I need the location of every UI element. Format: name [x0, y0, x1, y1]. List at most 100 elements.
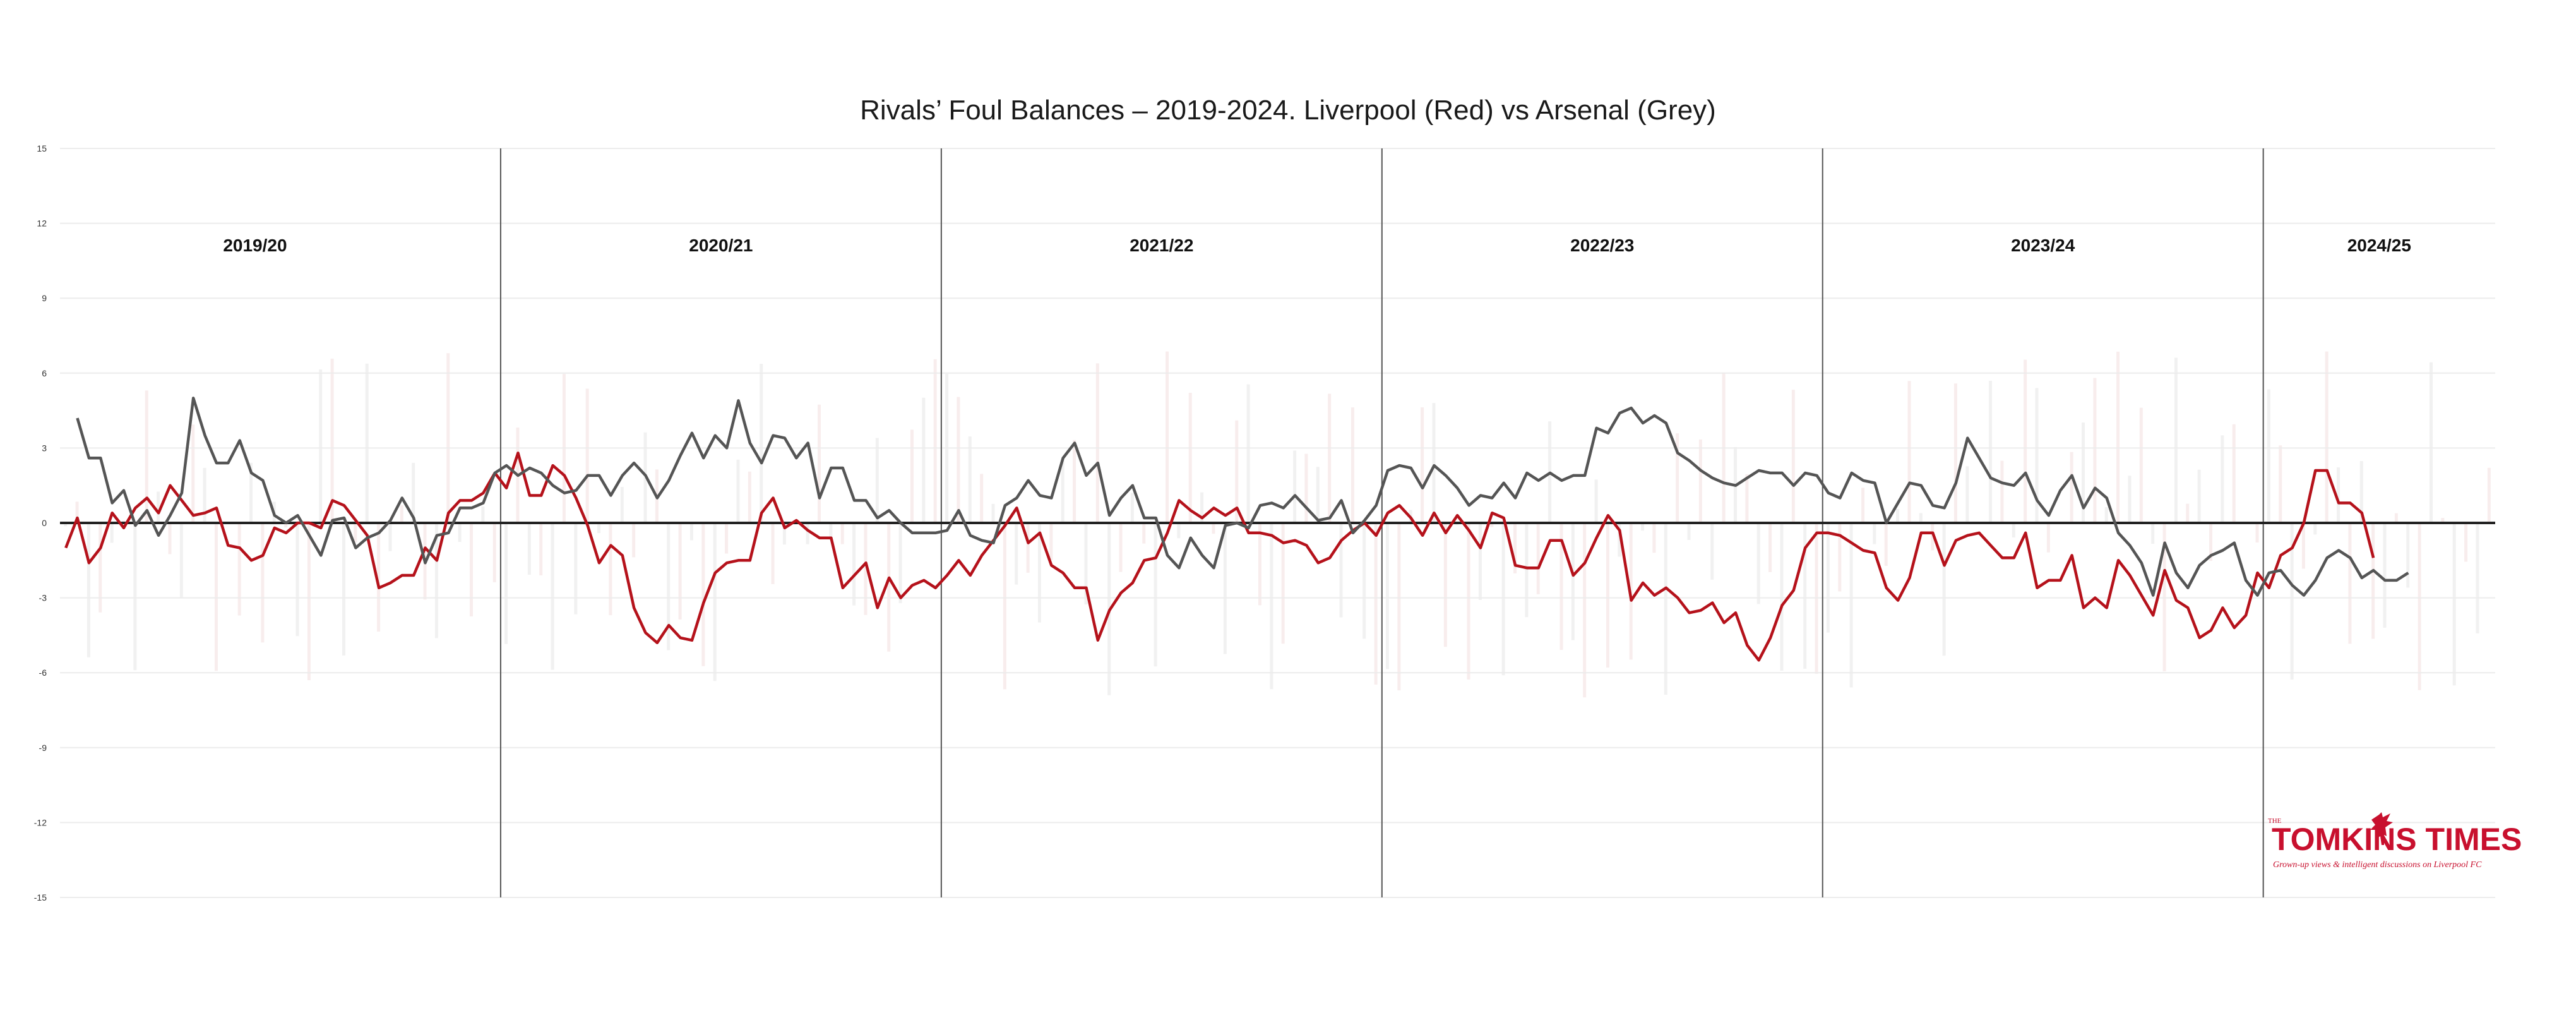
- background-bar: [1316, 467, 1320, 523]
- background-bar: [75, 501, 79, 523]
- logo-title: TOMKINS TIMES: [2272, 822, 2522, 857]
- background-bar: [2197, 469, 2201, 523]
- background-bar: [1061, 458, 1064, 523]
- background-bar: [1154, 523, 1157, 667]
- background-bar: [1931, 523, 1935, 551]
- background-bar: [1618, 523, 1621, 557]
- background-bar: [806, 523, 809, 544]
- background-bar: [319, 369, 323, 523]
- background-bar: [898, 523, 902, 604]
- background-bar: [2186, 503, 2190, 523]
- background-bar: [249, 462, 253, 523]
- background-bar: [1664, 523, 1667, 695]
- background-bar: [689, 523, 693, 541]
- background-bar: [1710, 523, 1714, 580]
- background-bar: [1003, 523, 1006, 690]
- background-bar: [1513, 523, 1517, 573]
- background-bar: [1130, 493, 1134, 523]
- background-bar: [1235, 420, 1239, 523]
- background-bar: [145, 390, 148, 523]
- background-bar: [1525, 523, 1529, 618]
- background-bar: [284, 523, 288, 528]
- background-bar: [1698, 439, 1702, 523]
- background-bar: [1803, 523, 1807, 669]
- background-bar: [1641, 523, 1645, 531]
- background-bar: [168, 523, 172, 554]
- background-bar: [400, 505, 403, 523]
- background-bar: [1026, 523, 1030, 573]
- y-tick-label: 9: [42, 293, 47, 303]
- background-bar: [434, 523, 438, 638]
- background-bar: [2394, 513, 2398, 523]
- y-axis-ticks: 15 12 9 6 3 0 -3 -6 -9 -12 -15: [34, 143, 47, 902]
- season-labels: 2019/20 2020/21 2021/22 2022/23 2023/24 2024/…: [223, 236, 2411, 255]
- background-bars: [64, 351, 2491, 698]
- y-tick-label: 6: [42, 368, 47, 378]
- background-bar: [574, 523, 578, 614]
- background-bar: [1652, 523, 1656, 553]
- series-line-grey: [76, 397, 2409, 597]
- background-bar: [829, 523, 833, 541]
- background-bar: [2151, 523, 2155, 544]
- background-bar: [1953, 383, 1957, 523]
- y-tick-label: 0: [42, 518, 47, 528]
- series-line-red: [64, 452, 2375, 662]
- background-bar: [1049, 523, 1053, 560]
- background-bar: [1768, 523, 1772, 572]
- background-bar: [1015, 523, 1018, 585]
- background-bar: [133, 523, 137, 671]
- background-bar: [504, 523, 508, 644]
- background-bar: [2464, 523, 2468, 562]
- background-bar: [354, 523, 357, 542]
- background-bar: [736, 459, 740, 523]
- season-label: 2021/22: [1130, 236, 1193, 255]
- background-bar: [1293, 450, 1297, 523]
- y-tick-label: -12: [34, 817, 47, 827]
- background-bar: [64, 523, 68, 527]
- background-bar: [2371, 523, 2375, 639]
- background-bar: [1258, 523, 1261, 606]
- season-label: 2019/20: [223, 236, 287, 255]
- logo-the-text: THE: [2268, 817, 2282, 825]
- season-label: 2022/23: [1570, 236, 1634, 255]
- background-bar: [1339, 523, 1343, 618]
- background-bar: [922, 397, 926, 523]
- background-bar: [1212, 523, 1215, 534]
- background-bar: [2429, 362, 2433, 523]
- background-bar: [1374, 523, 1378, 685]
- background-bar: [481, 506, 485, 523]
- background-bar: [1606, 523, 1609, 668]
- background-bar: [551, 523, 554, 670]
- background-bar: [2406, 523, 2410, 588]
- background-bar: [2070, 452, 2073, 523]
- background-bar: [1177, 523, 1181, 539]
- background-bar: [203, 467, 206, 523]
- season-label: 2024/25: [2347, 236, 2411, 255]
- background-bar: [157, 491, 160, 523]
- background-bar: [597, 523, 601, 534]
- background-bar: [1142, 523, 1146, 544]
- background-bar: [342, 523, 345, 656]
- background-bar: [840, 523, 844, 544]
- season-label: 2023/24: [2011, 236, 2075, 255]
- background-bar: [527, 523, 531, 575]
- background-bar: [1073, 440, 1076, 523]
- y-tick-label: -15: [34, 892, 47, 902]
- season-label: 2020/21: [689, 236, 753, 255]
- background-bar: [1328, 393, 1332, 523]
- background-bar: [1246, 384, 1250, 523]
- background-bar: [1385, 523, 1389, 669]
- background-bar: [585, 388, 589, 523]
- background-bar: [1200, 492, 1204, 523]
- background-bar: [2116, 351, 2120, 523]
- background-bar: [864, 523, 868, 615]
- background-bar: [2313, 523, 2317, 535]
- background-bar: [1594, 479, 1598, 523]
- background-bar: [98, 523, 102, 613]
- background-bar: [2209, 523, 2213, 561]
- background-bar: [2383, 523, 2387, 628]
- background-bar: [1849, 523, 1853, 688]
- background-bar: [933, 359, 937, 523]
- background-bar: [1536, 523, 1540, 594]
- background-bar: [968, 436, 972, 523]
